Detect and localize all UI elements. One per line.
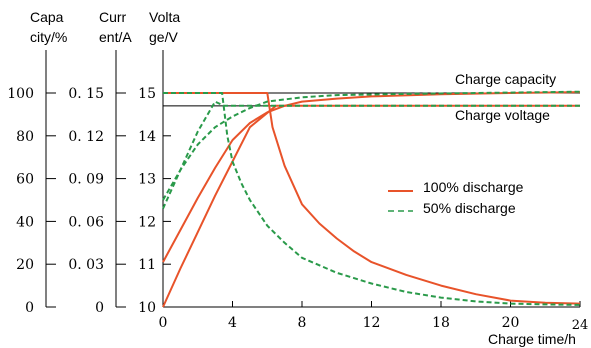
capacity-tick-label: 100: [7, 86, 34, 102]
legend: 100% discharge 50% discharge: [388, 179, 524, 216]
current-axis-header: Curr ent/A: [99, 9, 132, 45]
x-tick-label: 24: [572, 318, 589, 333]
current-tick-label: 0. 15: [68, 86, 104, 102]
capacity-tick-label: 60: [16, 172, 34, 188]
voltage-axis-header: Volta ge/V: [149, 9, 180, 45]
current-axis-label-line1: Curr: [99, 9, 127, 25]
capacity-axis-header: Capa city/%: [30, 9, 67, 45]
series-100-capacity-line: [162, 91, 581, 263]
x-tick-label: 0: [159, 315, 168, 331]
capacity-tick-label: 20: [16, 257, 34, 273]
voltage-tick-label: 15: [138, 86, 156, 102]
x-axis-label: Charge time/h: [488, 331, 576, 347]
voltage-tick-label: 14: [138, 129, 156, 145]
current-tick-label: 0. 09: [68, 172, 104, 188]
voltage-axis-label-line2: ge/V: [149, 29, 178, 45]
x-tick-label: 4: [228, 315, 237, 331]
capacity-axis-label-line1: Capa: [30, 9, 64, 25]
legend-label-100: 100% discharge: [423, 179, 524, 195]
capacity-tick-label: 80: [16, 129, 34, 145]
current-tick-label: 0. 12: [68, 129, 104, 145]
voltage-tick-label: 11: [138, 257, 156, 273]
x-tick-label: 20: [502, 315, 520, 331]
series-100-voltage-line: [162, 104, 580, 308]
voltage-tick-label: 12: [138, 214, 156, 230]
x-tick-label: 12: [363, 315, 381, 331]
legend-label-50: 50% discharge: [423, 200, 516, 216]
voltage-axis-label-line1: Volta: [149, 9, 180, 25]
series-lines: [162, 90, 581, 308]
current-tick-label: 0: [95, 300, 104, 316]
voltage-tick-label: 13: [138, 172, 156, 188]
charge-capacity-annotation: Charge capacity: [455, 71, 556, 87]
current-axis-label-line2: ent/A: [99, 29, 132, 45]
series-50-current-line: [163, 92, 581, 306]
voltage-tick-label: 10: [138, 300, 156, 316]
series-50-capacity-line: [162, 90, 581, 201]
x-tick-label: 18: [432, 315, 450, 331]
x-tick-label: 8: [298, 315, 307, 331]
capacity-tick-label: 40: [16, 214, 34, 230]
current-tick-label: 0. 06: [68, 214, 104, 230]
series-100-current-line: [163, 92, 581, 305]
current-tick-label: 0. 03: [68, 257, 104, 273]
capacity-tick-label: 0: [25, 300, 34, 316]
capacity-axis-label-line2: city/%: [30, 29, 67, 45]
charge-voltage-annotation: Charge voltage: [455, 107, 550, 123]
